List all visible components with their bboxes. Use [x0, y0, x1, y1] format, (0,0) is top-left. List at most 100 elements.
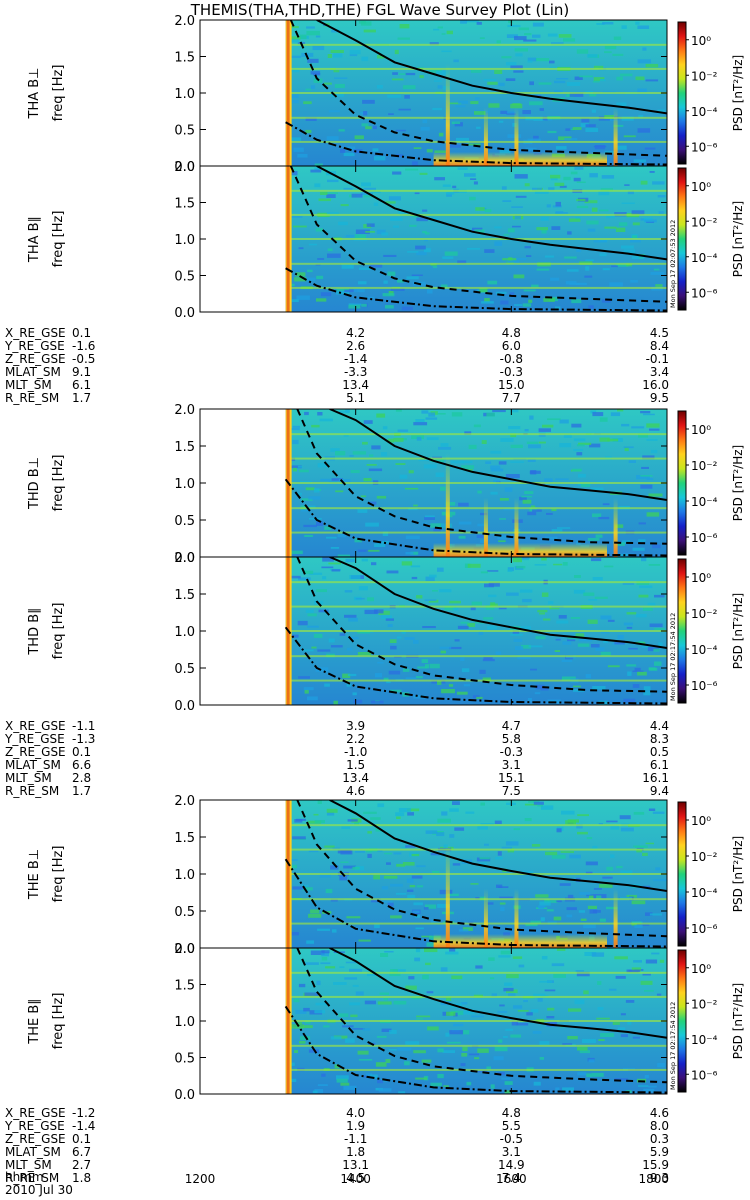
- ephemeris-value: 4.6: [650, 1106, 669, 1120]
- ephemeris-value: 4.0: [346, 1106, 365, 1120]
- colorbar: [677, 167, 687, 311]
- harmonic-line: [285, 1020, 667, 1022]
- harmonic-line: [285, 848, 667, 851]
- colorbar-tick-label: 10⁻⁶: [691, 1068, 718, 1082]
- freq-tick-label: 0.5: [174, 1052, 195, 1067]
- ephemeris-value: -1.1: [72, 719, 95, 733]
- panels-layer: 0.0 0.5 1.0 1.5 2.0 THA B⊥ freq [Hz] 10⁰ 10⁻² 10⁻…: [27, 14, 745, 1103]
- ephemeris-table: X_RE_GSE -1.1 3.9 4.7 4.4 Y_RE_GSE -1.3 2.2 5.8 8…: [4, 719, 669, 798]
- harmonic-line: [285, 824, 667, 827]
- harmonic-line: [285, 873, 667, 875]
- ephemeris-value: 5.5: [502, 1119, 521, 1133]
- freq-tick-label: 0.5: [174, 905, 195, 920]
- ephemeris-value: 8.0: [650, 1119, 669, 1133]
- colorbar-tick-label: 10⁰: [691, 423, 711, 437]
- solid-frequency-curve: [329, 557, 667, 649]
- freq-tick-label: 0.0: [174, 699, 195, 714]
- ephemeris-value: 2.6: [346, 339, 365, 353]
- ephemeris-value: -0.5: [500, 1132, 523, 1146]
- ephemeris-value: 0.3: [650, 1132, 669, 1146]
- ephemeris-value: 9.4: [650, 784, 669, 798]
- ephemeris-value: 4.5: [346, 1171, 365, 1185]
- dashdot-frequency-curve: [285, 121, 667, 166]
- colorbar-label: PSD [nT²/Hz]: [731, 445, 745, 521]
- spectrogram-noise: [285, 948, 665, 1094]
- spectrogram-noise: [288, 557, 666, 705]
- ephemeris-row-label: Y_RE_GSE: [4, 1119, 65, 1133]
- ephemeris-value: 6.0: [502, 339, 521, 353]
- burst-streak: [483, 497, 488, 557]
- ephemeris-row-label: Y_RE_GSE: [4, 732, 65, 746]
- colorbar-tick-label: 10⁻²: [691, 997, 718, 1011]
- ephemeris-value: 9.5: [650, 391, 669, 405]
- freq-tick-label: 0.5: [174, 270, 195, 285]
- burst-streak: [514, 107, 519, 166]
- ephemeris-value: -1.0: [344, 745, 367, 759]
- ephemeris-row-label: Z_RE_GSE: [5, 745, 66, 759]
- harmonic-line: [285, 189, 667, 192]
- spectrogram-edge-core: [286, 20, 290, 166]
- colorbar-tick-label: 10⁻⁴: [691, 105, 718, 119]
- ephemeris-value: -0.1: [646, 352, 669, 366]
- harmonic-line: [285, 457, 667, 460]
- ephemeris-value: 1.5: [346, 758, 365, 772]
- time-tick-label: 1800: [638, 1172, 669, 1186]
- ephemeris-value: 13.4: [342, 378, 369, 392]
- ephemeris-value: -0.5: [72, 352, 95, 366]
- burst-streak: [483, 888, 488, 948]
- dashdot-frequency-curve: [284, 858, 667, 948]
- harmonic-line: [285, 238, 667, 240]
- ephemeris-value: 15.9: [642, 1158, 669, 1172]
- ephemeris-value: 4.5: [650, 326, 669, 340]
- ephemeris-table: X_RE_GSE 0.1 4.2 4.8 4.5 Y_RE_GSE -1.6 2.6 6.0 8.…: [4, 326, 669, 405]
- colorbar-label: PSD [nT²/Hz]: [731, 55, 745, 131]
- colorbar-tick-label: 10⁻⁶: [691, 140, 718, 154]
- colorbar-tick-label: 10⁻⁶: [691, 679, 718, 693]
- colorbar: [677, 801, 687, 947]
- ephemeris-value: -1.4: [72, 1119, 95, 1133]
- dashed-frequency-curve: [289, 20, 667, 157]
- ephemeris-row-label: MLAT_SM: [5, 1145, 61, 1159]
- colorbar-tick-label: 10⁻²: [691, 459, 718, 473]
- harmonic-line: [285, 655, 667, 658]
- freq-tick-label: 1.0: [174, 233, 195, 248]
- timestamp-box: [668, 998, 676, 1092]
- ephemeris-value: -3.3: [344, 365, 367, 379]
- low-frequency-power: [433, 543, 607, 557]
- harmonic-line: [285, 605, 667, 608]
- freq-axis-label: freq [Hz]: [51, 211, 66, 268]
- freq-tick-label: 0.5: [174, 662, 195, 677]
- dashdot-frequency-curve: [284, 478, 667, 557]
- ephemeris-value: 15.0: [498, 378, 525, 392]
- freq-tick-label: 1.0: [174, 625, 195, 640]
- freq-tick-label: 1.5: [174, 440, 195, 455]
- ephemeris-value: 16.1: [642, 771, 669, 785]
- dashdot-frequency-curve: [285, 267, 667, 312]
- solid-frequency-curve: [316, 166, 667, 261]
- colorbar-tick-label: 10⁰: [691, 962, 711, 976]
- ephemeris-row-label: MLAT_SM: [5, 758, 61, 772]
- spectrogram-edge-core: [286, 166, 290, 312]
- ephemeris-value: 7.5: [502, 784, 521, 798]
- freq-tick-label: 1.0: [174, 87, 195, 102]
- freq-tick-label: 0.0: [174, 1088, 195, 1103]
- ephemeris-value: -1.3: [72, 732, 95, 746]
- ephemeris-value: -0.8: [500, 352, 523, 366]
- colorbar-tick-label: 10⁻²: [691, 850, 718, 864]
- freq-tick-label: 0.5: [174, 124, 195, 139]
- freq-tick-label: 1.5: [174, 197, 195, 212]
- ephemeris-value: 9.1: [72, 365, 91, 379]
- harmonic-line: [285, 482, 667, 484]
- ephemeris-value: 13.4: [342, 771, 369, 785]
- harmonic-line: [285, 140, 667, 143]
- ephemeris-row-label: R_RE_SM: [5, 784, 59, 798]
- panel-label: THE B⊥: [27, 849, 42, 900]
- colorbar-label: PSD [nT²/Hz]: [731, 983, 745, 1059]
- ephemeris-value: 2.7: [72, 1158, 91, 1172]
- freq-tick-label: 1.0: [174, 868, 195, 883]
- ephemeris-row-label: MLAT_SM: [5, 365, 61, 379]
- ephemeris-value: 15.1: [498, 771, 525, 785]
- spectrogram-panel: 0.0 0.5 1.0 1.5 2.0 THE B⊥ freq [Hz] 10⁰ 10⁻² 10⁻…: [27, 794, 745, 957]
- burst-streak: [514, 888, 519, 948]
